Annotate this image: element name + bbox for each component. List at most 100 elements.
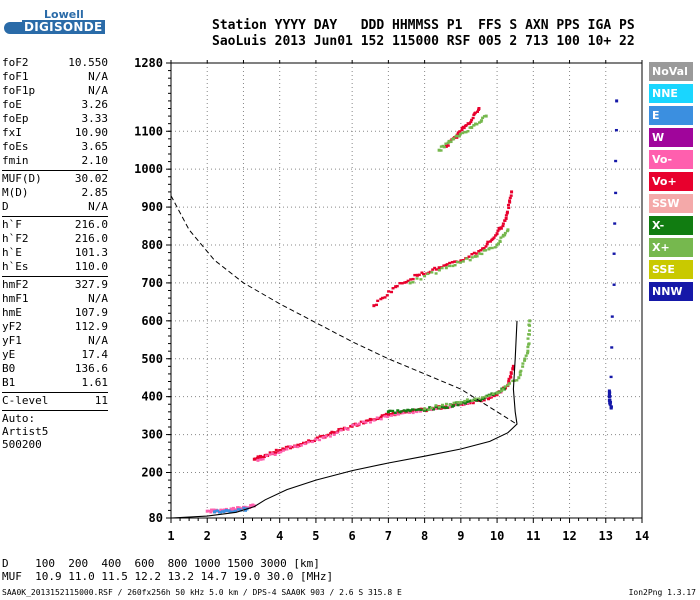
echo-point xyxy=(370,418,374,421)
x-tick-label: 1 xyxy=(167,529,174,543)
version-label: Ion2Png 1.3.17 xyxy=(628,588,696,597)
echo-point xyxy=(608,402,612,405)
echo-point xyxy=(375,416,379,419)
echo-point xyxy=(519,369,523,373)
echo-point xyxy=(462,126,466,130)
echo-point xyxy=(364,421,368,424)
echo-point xyxy=(477,121,481,124)
echo-point xyxy=(461,131,465,135)
trace-x- xyxy=(408,228,510,285)
echo-point xyxy=(437,148,441,152)
param-name: h`F2 xyxy=(2,232,29,245)
echo-point xyxy=(339,429,343,432)
echo-point xyxy=(508,201,512,204)
echo-point xyxy=(441,403,445,407)
echo-point xyxy=(306,440,310,444)
echo-point xyxy=(526,337,530,340)
echo-point xyxy=(467,400,471,403)
echo-point xyxy=(209,511,213,514)
echo-point xyxy=(458,130,462,133)
echo-point xyxy=(413,273,417,277)
echo-point xyxy=(415,273,419,277)
echo-point xyxy=(480,252,484,256)
param-value: 11 xyxy=(94,394,108,407)
echo-point xyxy=(349,425,353,428)
param-value: 107.9 xyxy=(74,306,108,319)
echo-point xyxy=(446,141,450,144)
echo-point xyxy=(256,458,260,462)
param-name: yF2 xyxy=(2,320,22,333)
echo-point xyxy=(509,372,513,375)
echo-point xyxy=(376,299,380,303)
echo-point xyxy=(464,124,468,127)
echo-point xyxy=(394,412,398,416)
echo-point xyxy=(417,273,421,277)
echo-point xyxy=(528,329,532,332)
echo-point xyxy=(281,447,285,450)
echo-point xyxy=(439,145,443,148)
param-value: 216.0 xyxy=(74,218,108,231)
echo-point xyxy=(430,408,434,412)
echo-point xyxy=(396,409,400,412)
echo-point xyxy=(484,249,488,252)
x-tick-label: 12 xyxy=(562,529,576,543)
echo-point xyxy=(488,396,492,399)
legend-item-e: E xyxy=(649,106,693,125)
echo-point xyxy=(509,194,513,197)
echo-point xyxy=(291,445,295,449)
echo-point xyxy=(518,373,522,377)
echo-point xyxy=(482,115,486,118)
echo-point xyxy=(274,448,278,452)
y-tick-label: 200 xyxy=(141,466,163,480)
echo-point xyxy=(465,398,469,401)
param-row: hmF1 N/A xyxy=(2,292,108,306)
echo-point xyxy=(480,119,484,122)
echo-point xyxy=(386,415,390,419)
echo-point xyxy=(242,506,246,510)
echo-point xyxy=(381,296,385,300)
echo-point xyxy=(480,396,484,399)
echo-point xyxy=(497,242,501,245)
echo-point xyxy=(461,260,465,263)
echo-point xyxy=(411,277,415,281)
x-tick-label: 10 xyxy=(490,529,504,543)
y-tick-label: 400 xyxy=(141,390,163,404)
echo-point xyxy=(383,296,387,299)
echo-point xyxy=(391,287,395,290)
echo-point xyxy=(471,116,475,120)
echo-point xyxy=(249,504,253,507)
y-axis-tick-labels: 80 200 300 400 500 600 700 800 900 1000 1100 1280 xyxy=(134,56,163,525)
echo-point xyxy=(477,397,481,400)
echo-point xyxy=(388,409,392,413)
echo-point xyxy=(444,144,448,148)
echo-point xyxy=(278,449,282,453)
param-name: foEs xyxy=(2,140,29,153)
echo-point xyxy=(479,399,483,402)
echo-point xyxy=(237,506,241,509)
echo-point xyxy=(395,284,399,288)
echo-point xyxy=(402,409,406,412)
echo-point xyxy=(468,258,472,262)
muf-row: MUF 10.9 11.0 11.5 12.2 13.2 14.7 19.0 3… xyxy=(2,570,334,583)
echo-point xyxy=(270,452,274,455)
echo-point xyxy=(503,234,507,237)
echo-point xyxy=(475,399,479,402)
param-row: foF2 10.550 xyxy=(2,56,108,70)
x-tick-label: 8 xyxy=(421,529,428,543)
param-row: M(D) 2.85 xyxy=(2,186,108,200)
echo-point xyxy=(296,443,300,447)
echo-point xyxy=(614,191,618,195)
echo-point xyxy=(478,252,482,255)
echo-point xyxy=(501,224,505,228)
echo-point xyxy=(607,393,611,397)
echo-point xyxy=(230,510,234,513)
x-tick-label: 6 xyxy=(349,529,356,543)
echo-point xyxy=(484,395,488,398)
logo-line2: DIGISONDE xyxy=(22,20,105,34)
echo-point xyxy=(456,401,460,404)
echo-point xyxy=(398,282,402,285)
echo-point xyxy=(511,379,515,383)
echo-point xyxy=(264,454,268,457)
param-name: foF1p xyxy=(2,84,36,97)
echo-point xyxy=(527,323,531,326)
